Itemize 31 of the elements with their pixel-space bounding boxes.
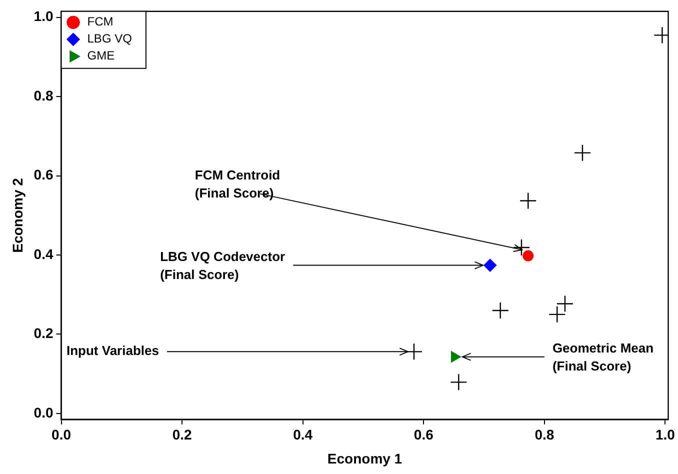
- point: [548, 306, 566, 324]
- point: [522, 250, 534, 262]
- legend-label: LBG VQ: [87, 32, 132, 46]
- y-tick-label: 0.8: [34, 87, 54, 104]
- point: [574, 144, 592, 162]
- point: [492, 302, 509, 320]
- point: [512, 238, 530, 256]
- x-axis-title: Economy 1: [327, 450, 402, 466]
- y-axis-title: Economy 2: [9, 178, 26, 253]
- annotation: Geometric Mean (Final Score): [552, 340, 654, 374]
- x-tick-label: 0.6: [414, 426, 434, 443]
- point: [520, 192, 537, 210]
- annotation: FCM Centroid (Final Score): [194, 167, 280, 200]
- x-tick-label: 0.0: [52, 426, 72, 443]
- point: [450, 351, 461, 363]
- x-tick-label: 0.8: [534, 426, 554, 443]
- legend-label: GME: [87, 48, 115, 63]
- y-tick-label: 0.2: [34, 325, 54, 342]
- x-tick-label: 1.0: [655, 426, 676, 443]
- legend-label: FCM: [87, 14, 114, 29]
- point: [450, 374, 468, 391]
- point: [556, 295, 574, 312]
- y-tick-label: 0.0: [34, 404, 54, 420]
- y-tick-label: 0.6: [34, 166, 54, 183]
- annotation: LBG VQ Codevector (Final Score): [160, 248, 286, 282]
- y-tick-label: 1.0: [34, 8, 54, 24]
- y-tick-label: 0.4: [34, 246, 54, 262]
- x-tick-label: 0.4: [293, 426, 313, 443]
- x-tick-label: 0.2: [172, 426, 192, 443]
- point: [484, 258, 497, 272]
- annotation: Input Variables: [66, 343, 159, 358]
